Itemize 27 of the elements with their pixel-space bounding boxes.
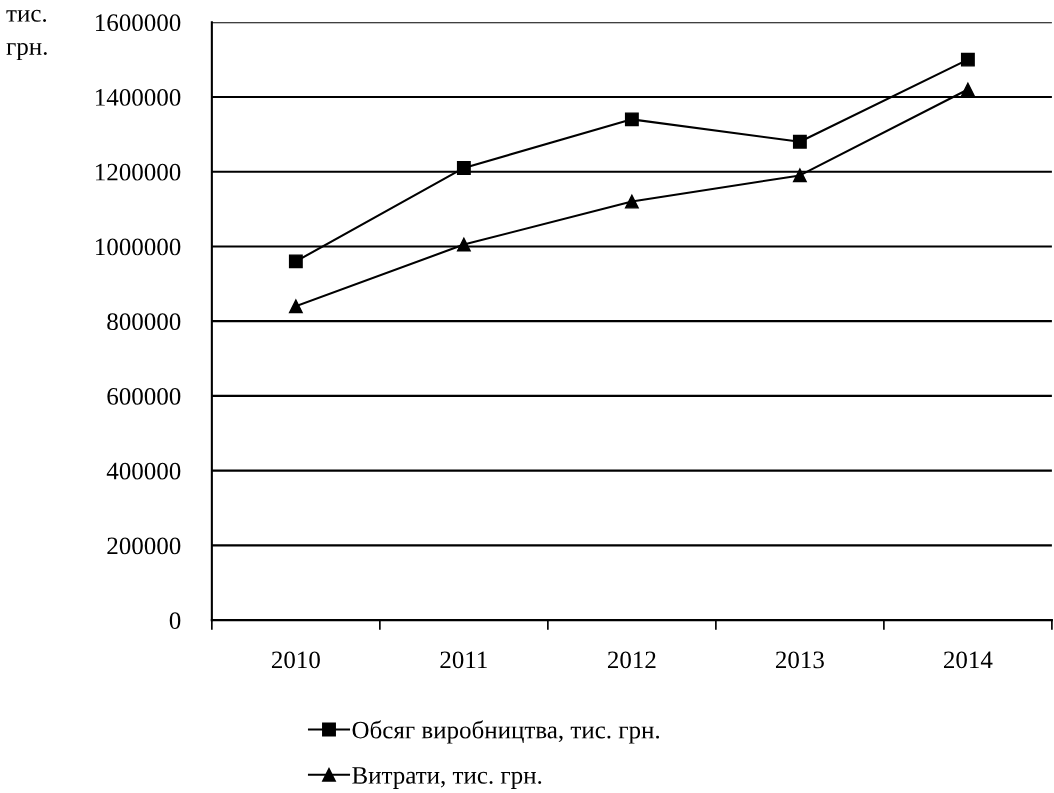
x-tick-label: 2014	[943, 651, 993, 669]
point	[456, 237, 471, 252]
y-tick-label: 400000	[106, 462, 181, 480]
y-tick-label: 200000	[107, 537, 181, 555]
y-tick-label: 0	[169, 612, 181, 630]
legend-label: Обсяг виробництва, тис. грн.	[352, 720, 660, 744]
point	[792, 168, 807, 183]
y-tick-label: 800000	[107, 313, 181, 331]
point	[624, 112, 639, 127]
y-axis-title: тис. грн.	[6, 9, 47, 61]
point	[624, 194, 639, 209]
point	[288, 254, 303, 269]
x-tick-label: 2012	[607, 651, 656, 669]
point	[792, 134, 807, 149]
y-tick-label: 1600000	[96, 14, 181, 32]
legend-label: Витрати, тис. грн.	[352, 767, 542, 789]
x-tick-label: 2010	[271, 651, 320, 669]
point	[960, 52, 975, 67]
point	[456, 161, 471, 175]
x-tick-label: 2013	[775, 651, 824, 669]
point	[960, 82, 975, 97]
y-tick-label: 1400000	[96, 88, 181, 106]
y-tick-label: 1000000	[96, 238, 181, 256]
y-tick-label: 1200000	[96, 163, 181, 181]
y-tick-label: 600000	[107, 387, 181, 405]
point	[288, 299, 303, 314]
x-tick-label: 2011	[440, 651, 487, 669]
